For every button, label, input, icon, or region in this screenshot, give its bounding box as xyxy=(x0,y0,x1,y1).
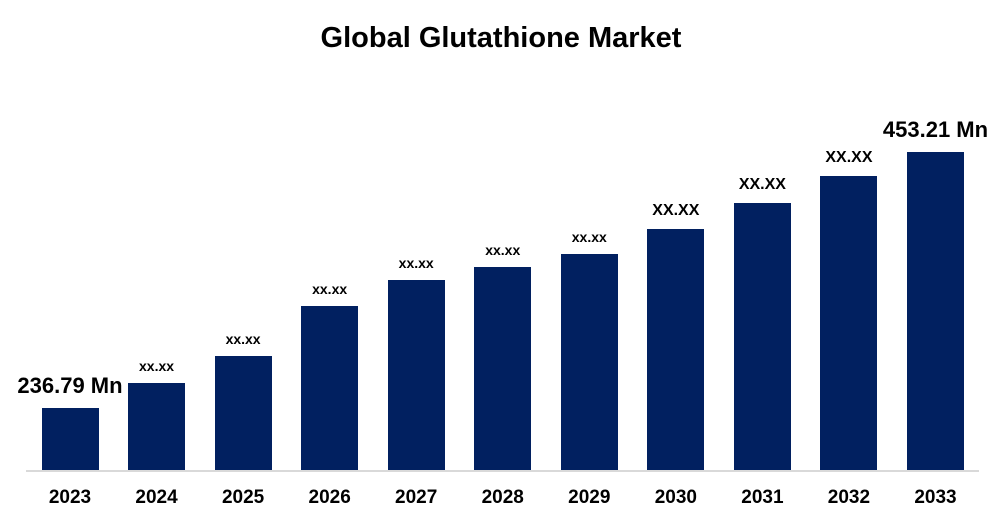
bar-value-label-2033: 453.21 Mn xyxy=(882,117,989,142)
bar-value-label-2025: xx.xx xyxy=(225,331,261,347)
bar-2031 xyxy=(733,203,791,470)
bar-2027 xyxy=(387,280,445,470)
chart-title: Global Glutathione Market xyxy=(320,22,682,54)
bar-value-label-2030: XX.XX xyxy=(652,202,700,219)
x-tick-2030: 2030 xyxy=(654,487,697,508)
bar-2024 xyxy=(128,383,186,470)
x-tick-2028: 2028 xyxy=(481,487,524,508)
x-tick-2033: 2033 xyxy=(914,487,957,508)
x-tick-2027: 2027 xyxy=(395,487,438,508)
x-axis-line xyxy=(26,470,979,472)
bar-2026 xyxy=(301,306,359,470)
bar-2028 xyxy=(474,267,532,470)
x-tick-2032: 2032 xyxy=(827,487,871,508)
bar-2025 xyxy=(214,356,272,470)
bar-value-label-2032: XX.XX xyxy=(825,149,873,166)
x-tick-2029: 2029 xyxy=(568,487,611,508)
bar-2030 xyxy=(647,229,705,470)
bar-2023 xyxy=(41,408,99,470)
x-tick-2024: 2024 xyxy=(135,487,178,508)
x-tick-2031: 2031 xyxy=(741,487,784,508)
bar-2029 xyxy=(560,254,618,470)
x-tick-2025: 2025 xyxy=(221,487,265,508)
bar-value-label-2027: xx.xx xyxy=(398,255,434,271)
bar-value-label-2029: xx.xx xyxy=(571,229,607,245)
bar-value-label-2031: XX.XX xyxy=(738,176,786,193)
bar-2033 xyxy=(907,152,964,470)
bar-value-label-2026: xx.xx xyxy=(312,281,348,297)
bar-2032 xyxy=(820,176,878,470)
x-tick-2023: 2023 xyxy=(48,487,92,508)
bar-value-label-2024: xx.xx xyxy=(139,358,175,374)
bar-value-label-2028: xx.xx xyxy=(485,242,521,258)
bar-value-label-2023: 236.79 Mn xyxy=(17,373,123,398)
x-tick-2026: 2026 xyxy=(308,487,351,508)
